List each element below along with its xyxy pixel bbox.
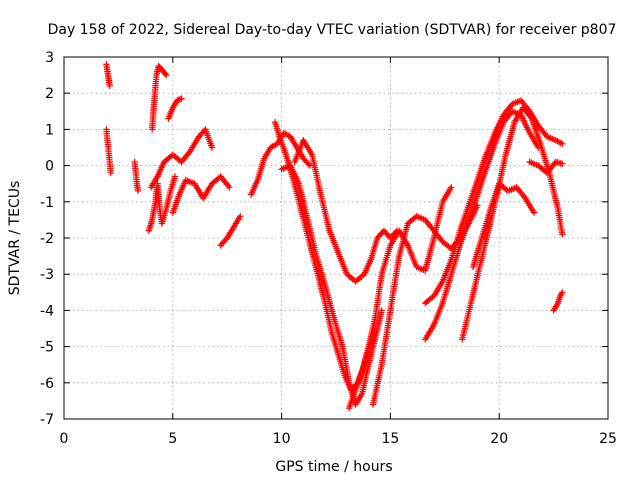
data-layer	[103, 61, 566, 412]
series-track-p	[422, 97, 566, 307]
x-tick-label: 15	[381, 431, 399, 447]
series-track-i	[217, 213, 244, 249]
series-track-m	[291, 137, 401, 285]
series-track-l	[278, 162, 385, 408]
series-track-j	[247, 129, 314, 198]
x-axis-label: GPS time / hours	[275, 459, 392, 475]
data-point	[134, 187, 142, 195]
y-tick-label: 3	[45, 50, 54, 66]
y-tick-labels: 3 2 1 0 -1 -2 -3 -4 -5 -6 -7	[40, 50, 54, 428]
data-point	[448, 184, 455, 191]
chart-title: Day 158 of 2022, Sidereal Day-to-day VTE…	[48, 22, 617, 38]
data-point	[176, 96, 184, 103]
series-track-f	[165, 95, 185, 122]
x-tick-label: 5	[168, 431, 177, 447]
y-tick-label: -3	[40, 267, 54, 283]
series-track-s	[469, 180, 538, 271]
data-point	[161, 70, 169, 77]
data-point	[107, 169, 114, 177]
data-point	[222, 236, 230, 243]
series-track-d	[145, 173, 179, 234]
data-point	[226, 184, 233, 191]
data-point	[171, 173, 179, 180]
data-point	[163, 71, 170, 79]
data-point	[175, 96, 182, 104]
y-tick-label: -2	[40, 231, 54, 247]
y-tick-label: -5	[40, 340, 54, 356]
data-point	[530, 209, 538, 216]
data-point	[237, 213, 244, 220]
data-point	[305, 160, 312, 168]
series-track-g	[147, 126, 216, 191]
data-point	[173, 97, 181, 104]
data-point	[559, 231, 566, 238]
series-track-h	[169, 173, 233, 216]
data-point	[178, 95, 185, 102]
y-tick-label: 2	[45, 86, 54, 102]
y-tick-label: 0	[45, 159, 54, 175]
y-tick-label: 1	[45, 122, 54, 138]
data-point	[378, 307, 385, 314]
data-point	[559, 289, 566, 296]
series-track-q	[422, 108, 542, 343]
series-track-u	[550, 289, 566, 314]
data-point	[208, 144, 216, 151]
plot-frame	[63, 56, 609, 420]
series-track-e	[148, 62, 170, 133]
y-tick-label: -6	[40, 376, 54, 392]
x-tick-label: 0	[60, 431, 69, 447]
series-track-t	[526, 158, 566, 177]
y-tick-label: -1	[40, 195, 54, 211]
x-tick-label: 10	[273, 431, 291, 447]
x-tick-labels: 0 5 10 15 20 25	[60, 431, 617, 447]
y-axis-label: SDTVAR / TECUs	[7, 181, 23, 296]
series-track-b	[103, 126, 114, 177]
series-track-a	[103, 61, 113, 90]
x-tick-label: 25	[599, 431, 617, 447]
series-track-k	[271, 118, 379, 394]
x-tick-label: 20	[490, 431, 508, 447]
series-track-c	[131, 158, 142, 195]
data-point	[106, 82, 113, 90]
y-tick-label: -7	[40, 412, 54, 428]
y-tick-label: -4	[40, 303, 54, 319]
data-point	[559, 160, 566, 167]
data-point	[559, 140, 566, 148]
series-track-r	[459, 104, 566, 343]
